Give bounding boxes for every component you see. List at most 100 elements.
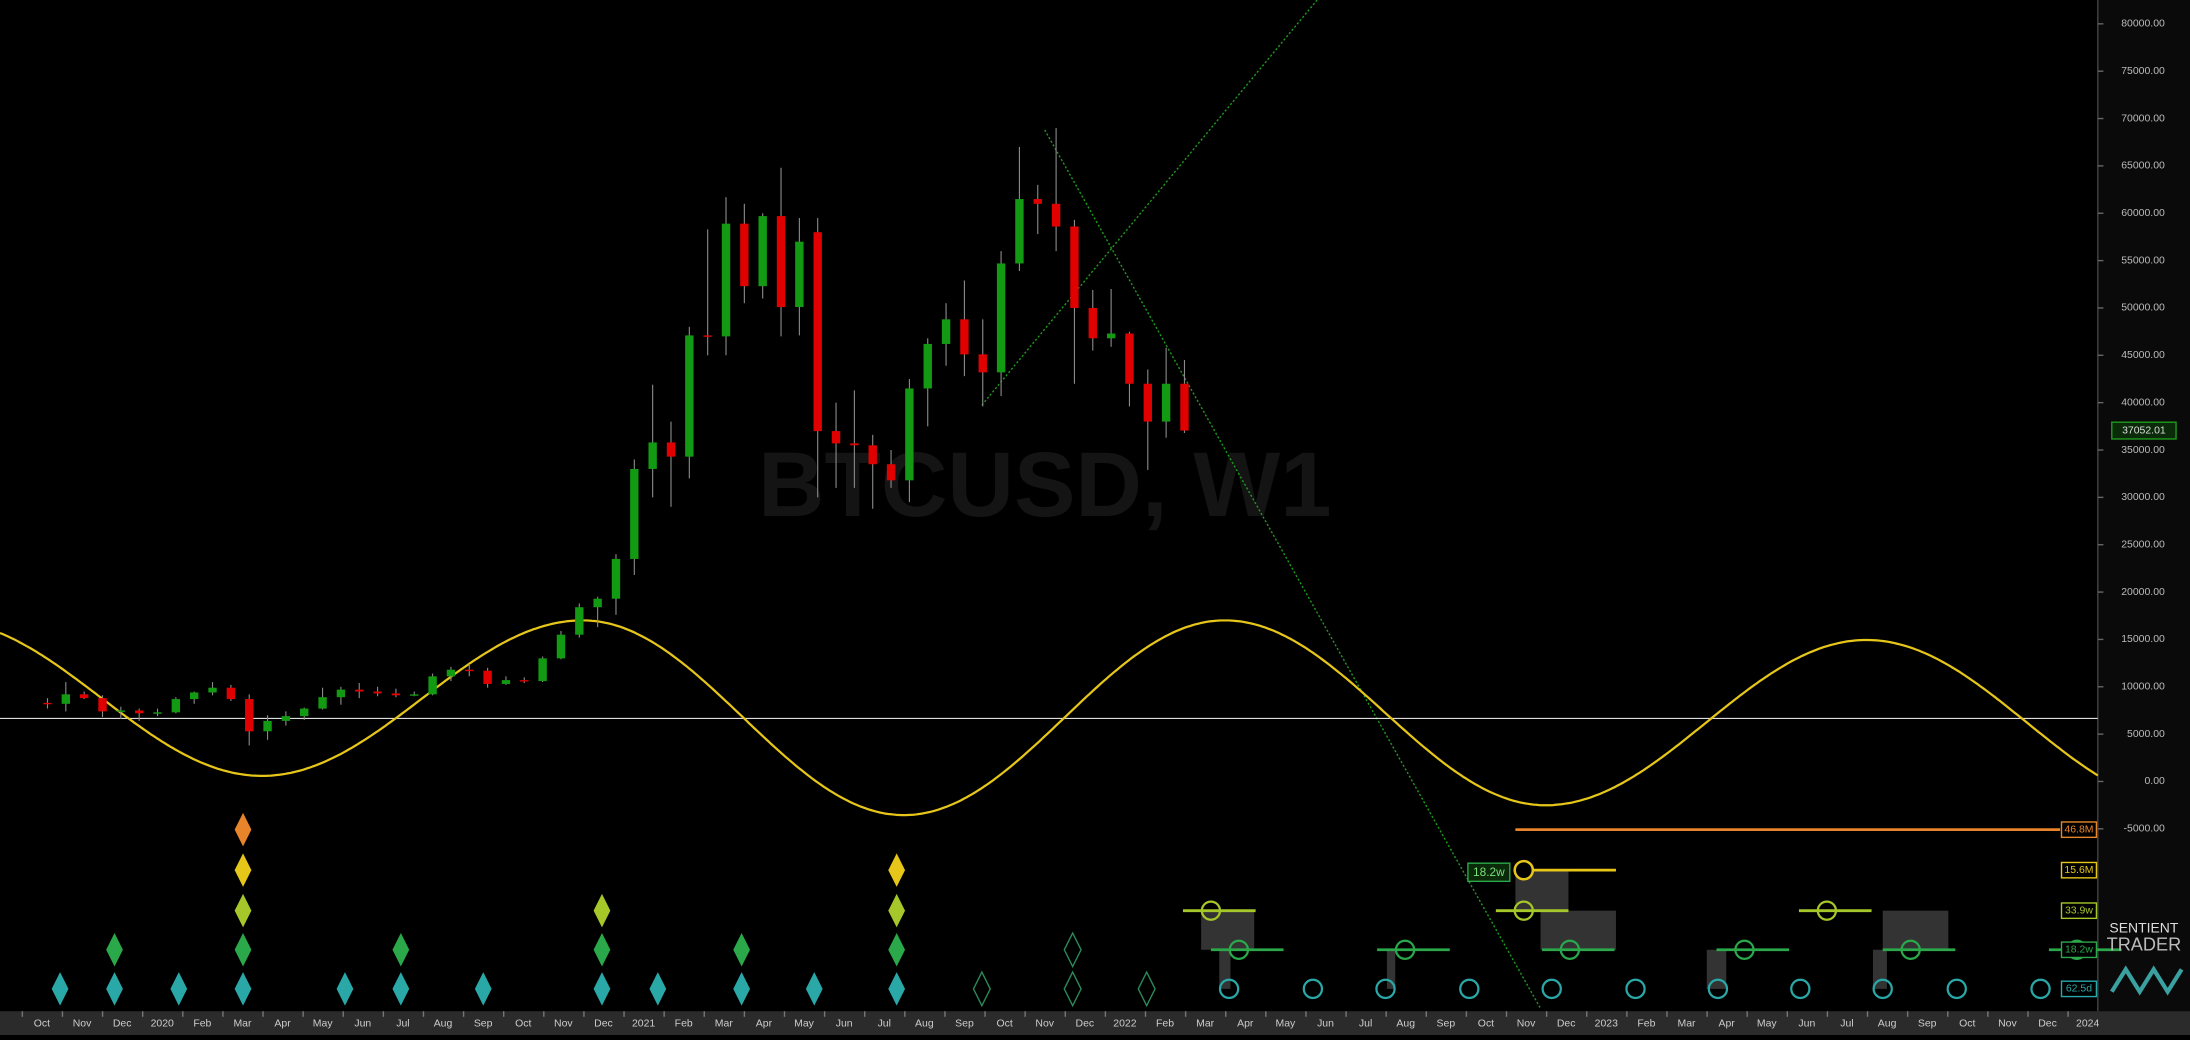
candle-body	[1015, 199, 1024, 264]
x-tick-label: Apr	[1237, 1019, 1254, 1030]
x-tick-label: Mar	[715, 1019, 734, 1030]
y-tick-label: -5000.00	[2124, 824, 2166, 835]
x-tick-label: Dec	[594, 1019, 613, 1030]
candle-body	[520, 680, 529, 682]
candle-body	[1088, 307, 1097, 339]
cycle-diamond	[234, 933, 252, 967]
x-tick-label: 2023	[1595, 1019, 1618, 1030]
x-tick-label: Feb	[1637, 1019, 1655, 1030]
x-tick-label: Mar	[1678, 1019, 1697, 1030]
candle-body	[978, 354, 987, 373]
cycle-diamond	[805, 972, 823, 1006]
cycle-diamond	[888, 853, 906, 887]
candle-body	[556, 634, 566, 659]
x-tick-label: Jul	[878, 1019, 891, 1030]
cycle-label: 62.5d	[2066, 984, 2092, 995]
cycle-circle	[1816, 900, 1838, 921]
y-tick-label: 70000.00	[2121, 113, 2165, 124]
candle-body	[355, 689, 364, 692]
candle-body	[1033, 199, 1042, 204]
x-tick-label: 2020	[151, 1019, 174, 1030]
candle-body	[373, 691, 382, 694]
y-tick-label: 40000.00	[2121, 397, 2165, 408]
x-tick-label: Aug	[434, 1019, 453, 1030]
y-tick-label: 45000.00	[2121, 350, 2165, 361]
cycle-circle	[1946, 978, 1967, 1000]
cycle-circle	[1218, 978, 1240, 1000]
logo-text: TRADER	[2107, 934, 2182, 954]
cycle-circle	[1513, 859, 1535, 881]
time-axis-panel	[0, 1011, 2190, 1035]
y-tick-label: 30000.00	[2121, 492, 2165, 503]
x-tick-label: Jun	[1317, 1019, 1334, 1030]
y-tick-label: 25000.00	[2121, 539, 2165, 550]
cursor-label: 18.2w	[1473, 865, 1505, 879]
candle-body	[245, 699, 254, 732]
x-tick-label: Aug	[915, 1019, 934, 1030]
candle-body	[813, 232, 822, 432]
cycle-diamond	[234, 853, 252, 887]
cycle-label-box	[2060, 821, 2098, 839]
x-tick-label: Feb	[675, 1019, 693, 1030]
x-tick-label: Feb	[1156, 1019, 1174, 1030]
candle-body	[850, 443, 859, 446]
cycle-label: 15.6M	[2064, 865, 2093, 876]
cycle-band	[1706, 949, 1727, 989]
cycle-diamond	[170, 972, 188, 1006]
cycle-diamond	[392, 933, 410, 967]
cycle-label-box	[2060, 861, 2098, 879]
candle-body	[776, 216, 786, 308]
x-tick-label: Aug	[1396, 1019, 1415, 1030]
x-tick-label: 2021	[632, 1019, 655, 1030]
candle-body	[153, 712, 162, 714]
candle-body	[575, 607, 584, 635]
y-tick-label: 60000.00	[2121, 208, 2165, 219]
cycle-circle	[1625, 978, 1646, 1000]
candle-body	[611, 558, 621, 599]
cycle-diamond	[234, 812, 252, 847]
x-tick-label: Jun	[836, 1019, 853, 1030]
candle-body	[208, 687, 217, 693]
x-tick-label: Sep	[474, 1019, 493, 1030]
cycle-label-box	[2060, 941, 2098, 959]
x-tick-label: 2024	[2076, 1019, 2099, 1030]
x-tick-label: Oct	[1478, 1019, 1494, 1030]
x-tick-label: Dec	[1076, 1019, 1095, 1030]
candle-body	[428, 676, 437, 695]
candle-body	[226, 687, 236, 700]
cycle-diamond	[888, 972, 906, 1006]
cycle-circle	[1513, 900, 1534, 921]
x-tick-label: Nov	[73, 1019, 92, 1030]
cycle-label: 18.2w	[2065, 945, 2093, 956]
y-tick-label: 0.00	[2144, 776, 2165, 787]
candle-body	[300, 708, 309, 717]
x-tick-label: Dec	[2038, 1019, 2057, 1030]
cycle-band	[1882, 910, 1949, 950]
candle-body	[1070, 226, 1079, 308]
y-tick-label: 80000.00	[2121, 19, 2165, 30]
x-tick-label: Apr	[756, 1019, 773, 1030]
x-tick-label: Oct	[515, 1019, 531, 1030]
cycle-diamond	[1137, 970, 1156, 1008]
y-tick-label: 55000.00	[2121, 255, 2165, 266]
y-tick-label: 15000.00	[2121, 634, 2165, 645]
y-tick-label: 50000.00	[2121, 303, 2165, 314]
candle-body	[263, 720, 272, 732]
x-tick-label: Oct	[34, 1019, 50, 1030]
cycle-circle	[1459, 978, 1480, 1000]
x-tick-label: Jun	[1798, 1019, 1815, 1030]
cycle-circle	[1228, 939, 1250, 960]
candle-body	[1161, 383, 1171, 422]
candle-body	[483, 670, 492, 684]
candle-body	[446, 669, 456, 677]
candle-body	[905, 388, 914, 481]
x-tick-label: Nov	[1517, 1019, 1536, 1030]
cycle-circle	[1375, 978, 1396, 1000]
x-tick-label: Sep	[1437, 1019, 1456, 1030]
candle-body	[941, 319, 951, 344]
candle-body	[391, 693, 401, 696]
trend-line	[1044, 129, 1542, 1009]
x-tick-label: Nov	[1035, 1019, 1054, 1030]
cycle-label: 46.8M	[2064, 824, 2093, 835]
candle-body	[116, 710, 126, 712]
